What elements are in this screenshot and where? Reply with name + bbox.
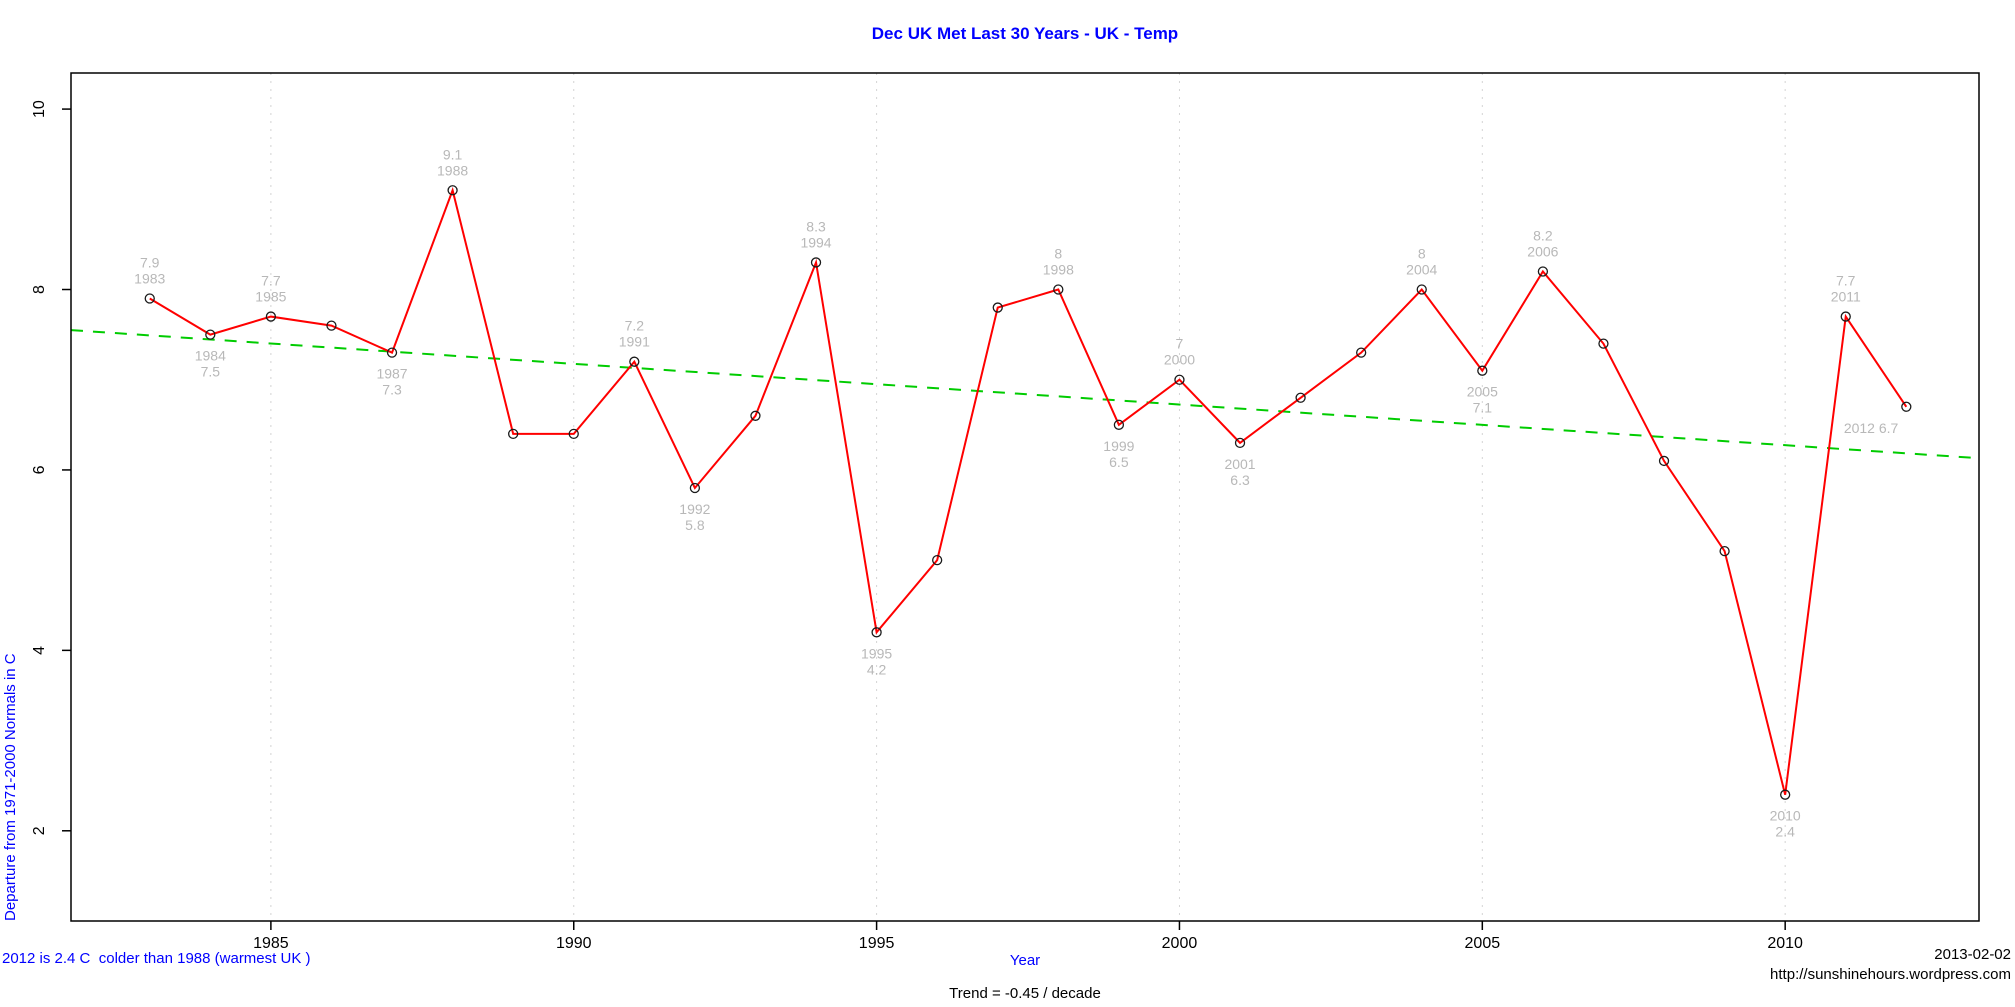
data-point [265,311,277,322]
data-point [1234,437,1246,449]
point-label: 7.7 [261,273,281,289]
y-tick-label: 4 [31,646,48,655]
point-label: 7.9 [140,255,160,271]
y-tick-label: 10 [31,100,48,118]
data-point [144,293,155,304]
point-label: 8.3 [806,218,826,234]
point-label: 7.7 [1836,273,1856,289]
chart-title: Dec UK Met Last 30 Years - UK - Temp [871,24,1179,43]
point-label: 7 [1176,336,1184,352]
data-point [1598,338,1609,349]
data-point [1295,392,1306,403]
point-label: 2.4 [1775,824,1795,840]
point-label: 2005 [1467,384,1498,400]
plot-border [70,72,1980,922]
point-label: 7.1 [1473,400,1493,416]
point-label: 4.2 [867,661,887,677]
data-point [1356,347,1367,358]
data-point [326,320,337,331]
point-label: 1994 [800,234,831,250]
data-point [871,627,882,638]
data-point [992,302,1003,313]
data-point [508,428,519,440]
point-label: 2004 [1406,262,1437,278]
point-label: 1995 [861,645,892,661]
point-label: 1992 [679,501,710,517]
data-point [1174,374,1185,385]
data-point [386,347,398,358]
point-label: 1984 [195,348,226,364]
point-label: 7.5 [201,364,221,380]
point-label: 1983 [134,271,165,287]
point-label: 1987 [376,366,407,382]
point-label: 6.3 [1230,472,1250,488]
x-tick-label: 1995 [859,935,895,952]
point-label: 2012 6.7 [1844,420,1899,436]
data-point [1113,419,1125,430]
data-point [1658,455,1670,467]
data-point [1416,284,1427,295]
point-label: 8 [1418,246,1426,262]
data-point [1780,789,1791,800]
point-label: 8.2 [1533,227,1553,243]
y-tick-label: 2 [31,826,48,835]
trend-label: Trend = -0.45 / decade [949,985,1101,1002]
point-label: 2011 [1831,289,1861,305]
point-label: 7.3 [382,382,402,398]
data-point [1537,266,1549,277]
temperature-line [149,186,1908,795]
point-label: 7.2 [625,318,645,334]
point-label: 2001 [1224,456,1255,472]
x-tick-label: 1985 [253,935,289,952]
x-tick-label: 2005 [1465,935,1501,952]
point-label: 8 [1054,246,1062,262]
footer-date: 2013-02-02 [1934,946,2011,963]
x-tick-label: 1990 [556,935,592,952]
x-axis-title: Year [1009,952,1041,969]
data-point [568,428,579,440]
trend-line [70,329,1980,460]
point-label: 1998 [1043,262,1074,278]
point-label: 2010 [1770,808,1801,824]
data-point [447,185,458,196]
y-tick-label: 8 [31,285,48,294]
data-point [1477,365,1488,376]
x-tick-label: 2010 [1767,935,1803,952]
data-point [1719,545,1730,557]
point-label: 1991 [619,334,650,350]
data-point [750,410,761,421]
point-label: 1985 [255,289,286,305]
data-point [810,257,822,268]
point-label: 1988 [437,162,468,178]
point-label: 5.8 [685,517,705,533]
data-point [205,329,216,340]
point-label: 9.1 [443,146,463,162]
point-label: 2006 [1527,243,1558,259]
footnote-comparison: 2012 is 2.4 C colder than 1988 (warmest … [2,950,311,967]
footer-url: http://sunshinehours.wordpress.com [1770,966,2011,983]
point-label: 1999 [1103,438,1134,454]
data-point [1053,284,1064,295]
data-point [932,554,943,566]
x-tick-label: 2000 [1162,935,1198,952]
data-point [629,356,640,367]
y-tick-label: 6 [31,465,48,474]
data-point [689,482,701,494]
data-point [1901,401,1912,412]
point-label: 2000 [1164,352,1195,368]
data-point [1840,311,1851,322]
point-label: 6.5 [1109,454,1129,470]
